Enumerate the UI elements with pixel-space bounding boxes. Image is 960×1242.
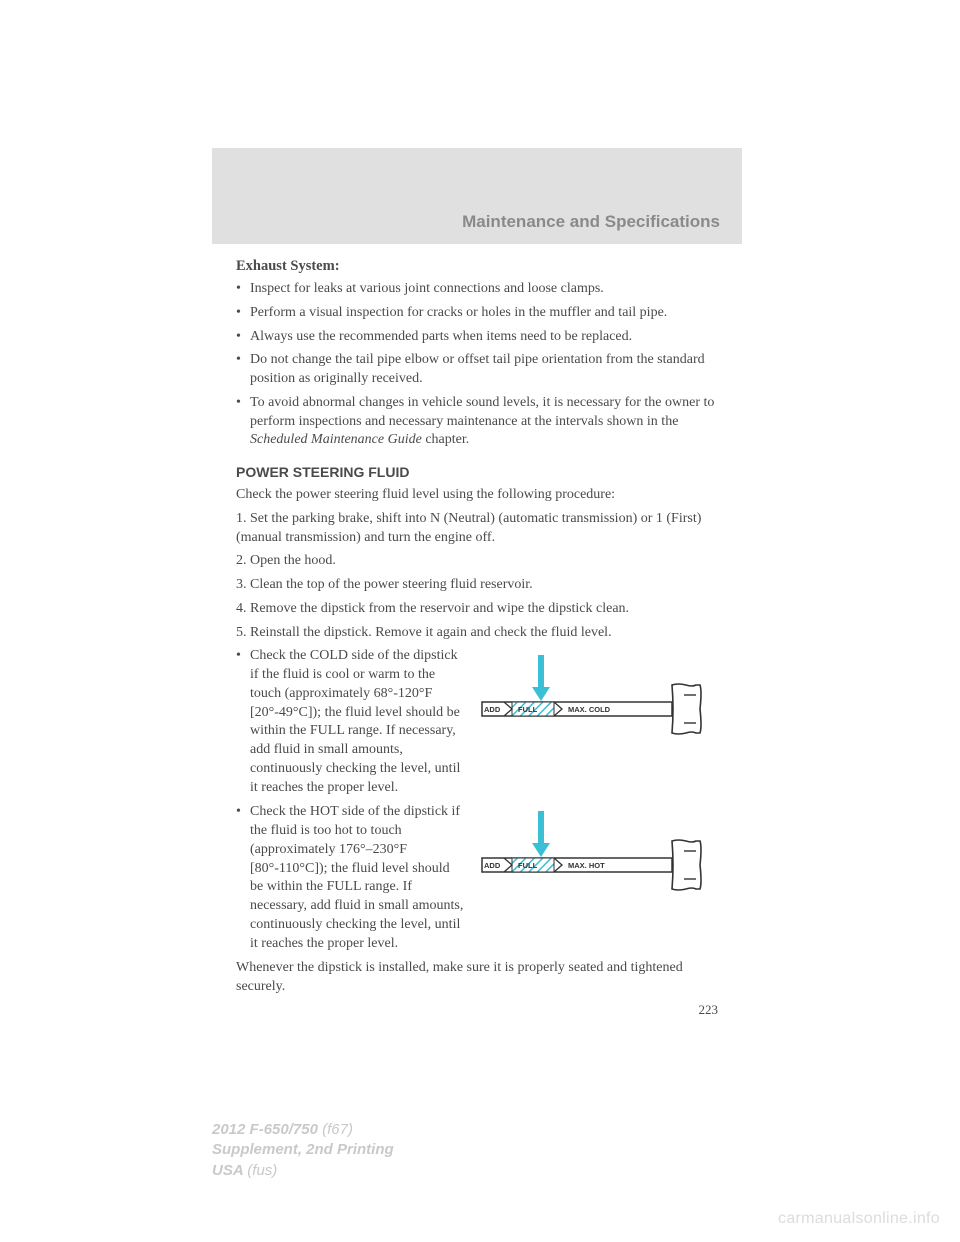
list-item: Inspect for leaks at various joint conne… xyxy=(236,280,718,299)
max-cold-label: MAX. COLD xyxy=(568,705,611,714)
dipstick-hot-figure: ADD FULL MAX. HOT xyxy=(478,803,718,913)
add-label: ADD xyxy=(484,861,501,870)
footer-block: 2012 F-650/750 (f67) Supplement, 2nd Pri… xyxy=(212,1120,394,1181)
header-band: Maintenance and Specifications xyxy=(212,148,742,244)
page-content: Maintenance and Specifications Exhaust S… xyxy=(212,148,742,1018)
list-item: Always use the recommended parts when it… xyxy=(236,328,718,347)
exhaust-bullets: Inspect for leaks at various joint conne… xyxy=(236,280,718,450)
cold-check-text: Check the COLD side of the dipstick if t… xyxy=(236,647,464,797)
dipstick-cold-figure: ADD FULL MAX. COLD xyxy=(478,647,718,757)
psf-step: 1. Set the parking brake, shift into N (… xyxy=(236,510,718,548)
psf-intro: Check the power steering fluid level usi… xyxy=(236,486,718,505)
page-number: 223 xyxy=(212,1002,742,1018)
psf-heading: POWER STEERING FLUID xyxy=(236,464,718,480)
cold-check-row: Check the COLD side of the dipstick if t… xyxy=(236,647,718,797)
body-area: Exhaust System: Inspect for leaks at var… xyxy=(212,258,742,997)
footer-line3: USA (fus) xyxy=(212,1161,394,1181)
watermark: carmanualsonline.info xyxy=(778,1210,940,1228)
max-hot-label: MAX. HOT xyxy=(568,861,605,870)
psf-step: 3. Clean the top of the power steering f… xyxy=(236,576,718,595)
hot-check-text: Check the HOT side of the dipstick if th… xyxy=(236,803,464,953)
full-label: FULL xyxy=(518,861,538,870)
psf-step: 2. Open the hood. xyxy=(236,552,718,571)
psf-closing: Whenever the dipstick is installed, make… xyxy=(236,959,718,997)
list-item: To avoid abnormal changes in vehicle sou… xyxy=(236,394,718,450)
footer-line1: 2012 F-650/750 (f67) xyxy=(212,1120,394,1140)
psf-step: 5. Reinstall the dipstick. Remove it aga… xyxy=(236,624,718,643)
exhaust-heading: Exhaust System: xyxy=(236,258,718,275)
hot-check-row: Check the HOT side of the dipstick if th… xyxy=(236,803,718,953)
chapter-title: Maintenance and Specifications xyxy=(462,212,720,232)
add-label: ADD xyxy=(484,705,501,714)
list-item: Do not change the tail pipe elbow or off… xyxy=(236,351,718,389)
psf-step: 4. Remove the dipstick from the reservoi… xyxy=(236,600,718,619)
full-label: FULL xyxy=(518,705,538,714)
footer-line2: Supplement, 2nd Printing xyxy=(212,1140,394,1160)
list-item: Perform a visual inspection for cracks o… xyxy=(236,304,718,323)
